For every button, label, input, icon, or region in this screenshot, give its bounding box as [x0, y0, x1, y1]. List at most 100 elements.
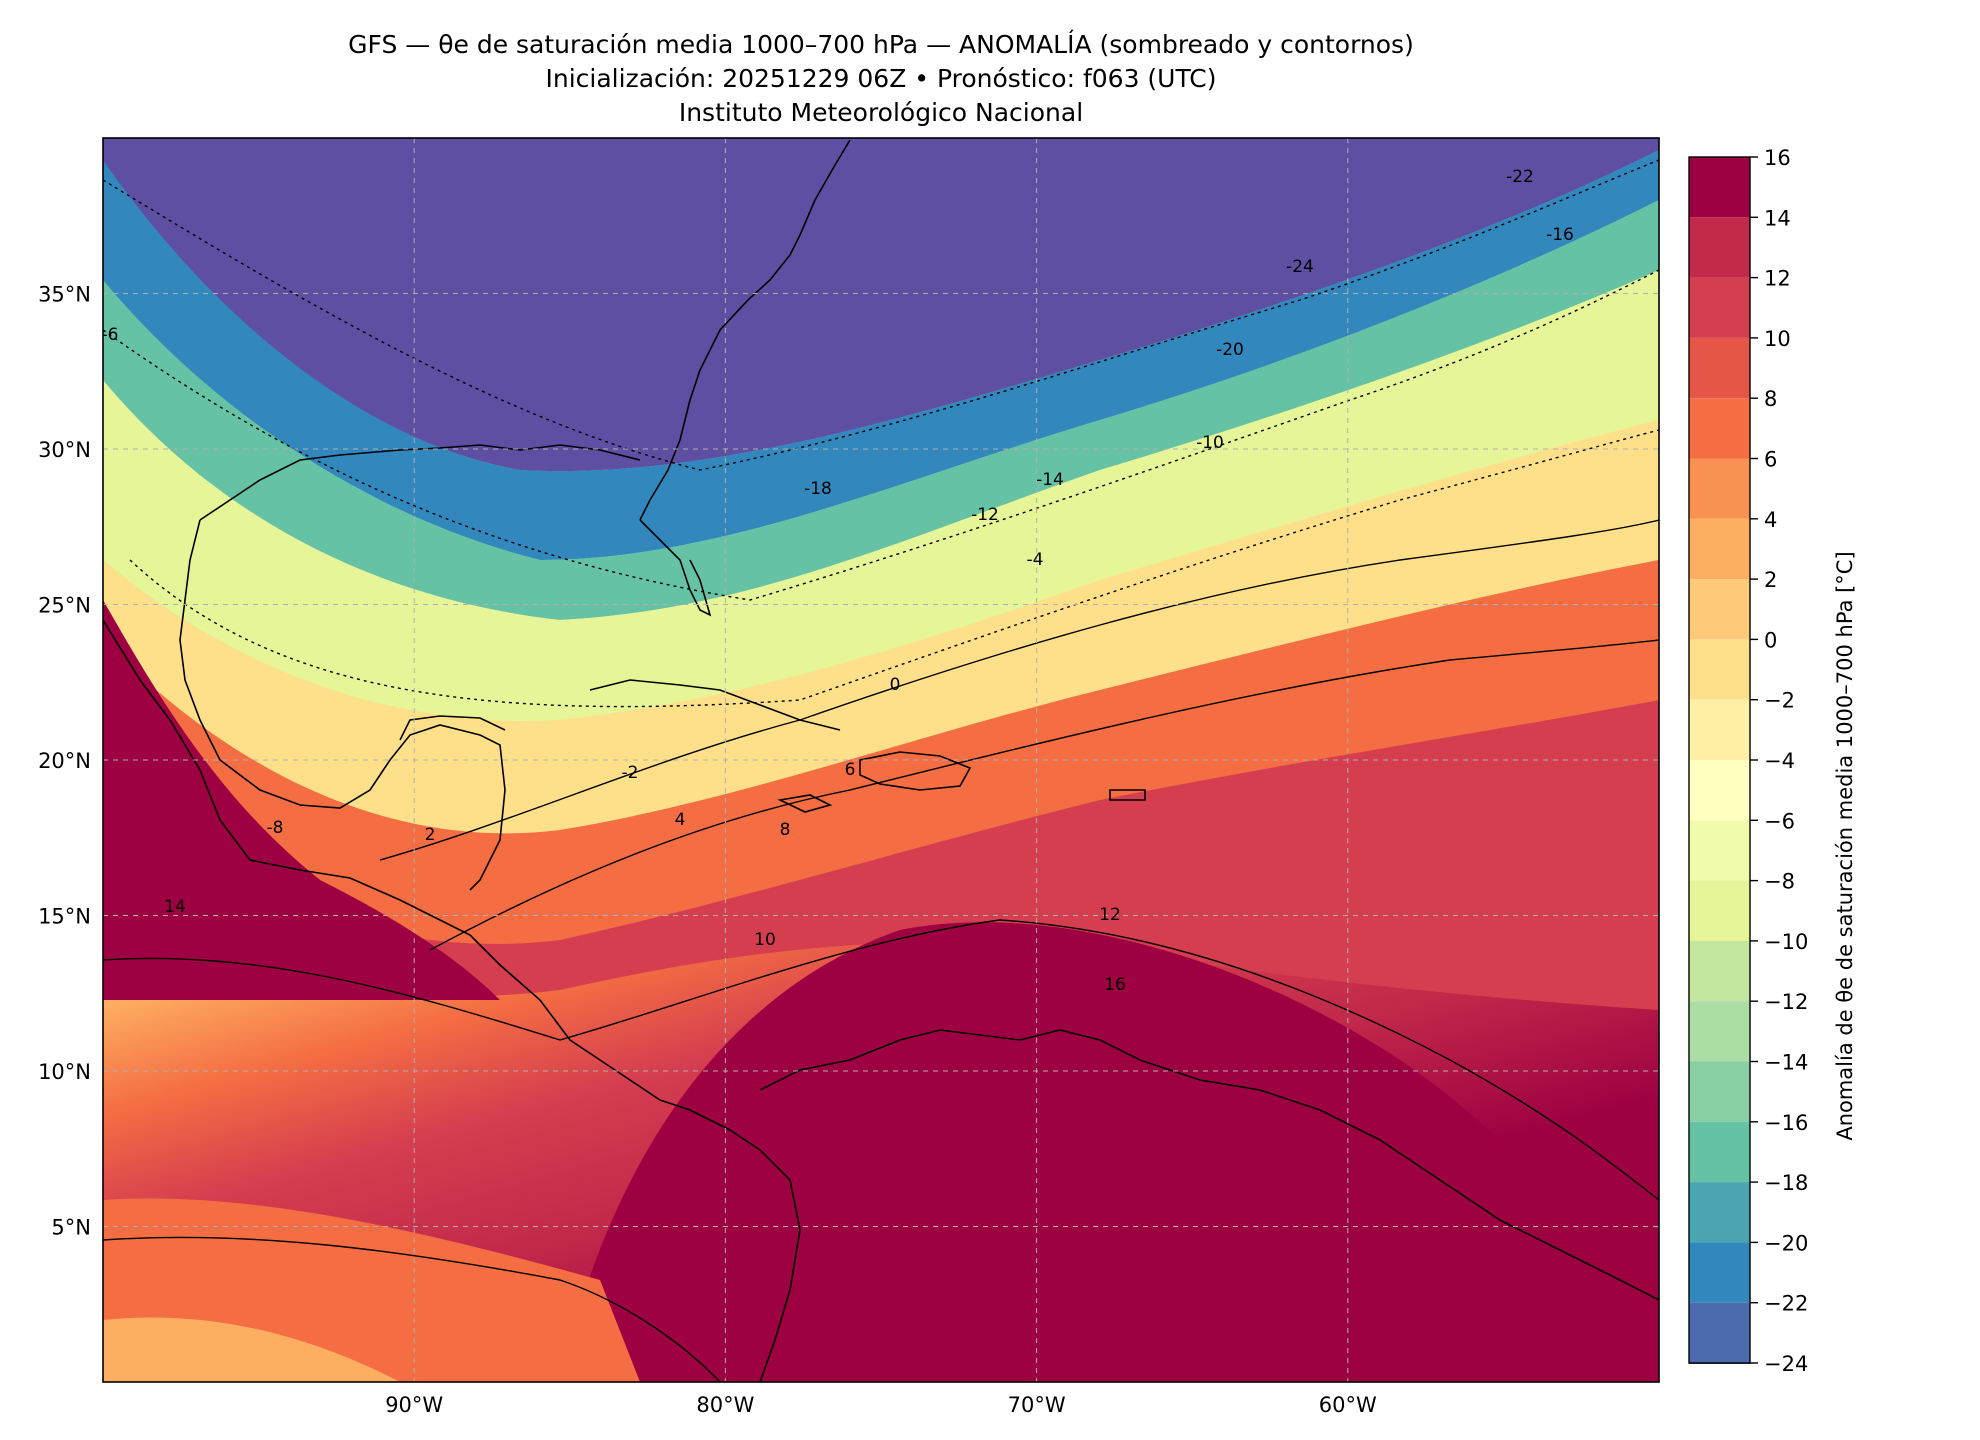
colorbar-tick-label: −22: [1764, 1292, 1808, 1316]
colorbar-segment: [1689, 1061, 1750, 1122]
colorbar-tick-label: 2: [1764, 568, 1777, 592]
contour-pos-6: [429, 639, 1659, 951]
colorbar-tick-label: −18: [1764, 1171, 1808, 1195]
anomaly-band: [103, 1317, 400, 1382]
contour-label: -16: [1546, 225, 1574, 245]
contour-neg-14: [103, 269, 1659, 601]
anomaly-band: [103, 138, 1659, 472]
yucatan-coastline: [399, 715, 506, 741]
colorbar-segment: [1689, 699, 1750, 760]
colorbar-segment: [1689, 277, 1750, 338]
colorbar-label: Anomalía de θe de saturación media 1000–…: [1833, 551, 1857, 1140]
colorbar-segment: [1689, 760, 1750, 821]
florida-coastline: [639, 519, 712, 617]
contour-neg-6: [129, 429, 1659, 708]
gridlines: [103, 138, 1659, 1382]
lat-tick-label: 15°N: [38, 905, 91, 929]
contour-zero: [379, 519, 1659, 861]
contour-label: 6: [845, 760, 856, 780]
contour-label: -6: [102, 325, 119, 345]
anomaly-band: [103, 200, 1659, 620]
colorbar-segment: [1689, 398, 1750, 459]
contour-label: -12: [971, 505, 999, 525]
contour-label: -24: [1286, 257, 1314, 277]
colorbar-tick-label: −14: [1764, 1051, 1808, 1075]
map-frame: [102, 137, 1660, 1383]
anomaly-band-pacific: [103, 600, 500, 1000]
colorbar-segment: [1689, 1242, 1750, 1303]
contour-label: 8: [780, 820, 791, 840]
anomaly-band: [560, 922, 1659, 1382]
contour-pos-12: [103, 919, 1659, 1201]
map-area: -24-22-20-18-16-14-12-10-8-6-4-202468101…: [102, 138, 1659, 1382]
lon-tick-label: 90°W: [385, 1393, 443, 1417]
hispaniola-coastline: [859, 751, 972, 791]
colorbar-segment: [1689, 157, 1750, 218]
colorbar-segment: [1689, 1001, 1750, 1062]
colorbar-segment: [1689, 458, 1750, 519]
colorbar-tick-label: 8: [1764, 387, 1777, 411]
anomaly-band: [103, 420, 1659, 834]
colorbar-segment: [1689, 579, 1750, 640]
pacific-coast-mexico: [103, 619, 471, 936]
lat-tick-label: 30°N: [38, 438, 91, 462]
colorbar-segment: [1689, 337, 1750, 399]
gulf-coast-mexico: [179, 519, 506, 891]
colorbar-tick-label: −10: [1764, 930, 1808, 954]
colorbar-tick-label: −4: [1764, 749, 1795, 773]
contour-label: 2: [425, 825, 436, 845]
contour-label: -4: [1027, 550, 1044, 570]
colorbar-segment: [1689, 518, 1750, 580]
lat-tick-label: 20°N: [38, 749, 91, 773]
colorbar-tick-label: −24: [1764, 1352, 1808, 1376]
colorbar-tick-label: 0: [1764, 628, 1777, 652]
anomaly-band: [103, 270, 1659, 721]
contour-label: -10: [1196, 433, 1224, 453]
us-east-coastline: [639, 139, 851, 521]
colorbar-segment: [1689, 1302, 1750, 1363]
contour-labels: -24-22-20-18-16-14-12-10-8-6-4-202468101…: [102, 167, 1574, 995]
colorbar-tick-label: 6: [1764, 448, 1777, 472]
south-america-coast: [759, 1029, 1659, 1301]
title-line-1: GFS — θe de saturación media 1000–700 hP…: [348, 30, 1414, 59]
colorbar-tick-label: −16: [1764, 1111, 1808, 1135]
central-america-coast: [469, 934, 801, 1382]
colorbar-tick-label: −12: [1764, 990, 1808, 1014]
colorbar-tick-label: 4: [1764, 508, 1777, 532]
jamaica-coastline: [777, 794, 833, 813]
anomaly-band: [103, 700, 1659, 1010]
title-line-3: Instituto Meteorológico Nacional: [678, 98, 1084, 127]
contour-label: -22: [1506, 167, 1534, 187]
axis-ticks: 90°W 80°W 70°W 60°W35°N30°N25°N20°N15°N10°N…: [38, 283, 1377, 1418]
contour-lines: [103, 159, 1659, 1382]
colorbar-tick-label: 10: [1764, 327, 1791, 351]
contour-label: 10: [754, 930, 776, 950]
gulf-coast-north: [199, 444, 641, 521]
contour-label: -18: [804, 479, 832, 499]
colorbar-segment: [1689, 940, 1750, 1002]
contour-label: 14: [164, 897, 186, 917]
contour-label: 4: [675, 810, 686, 830]
colorbar-segment: [1689, 217, 1750, 278]
puerto-rico-coastline: [1109, 789, 1146, 801]
lat-tick-label: 5°N: [51, 1216, 91, 1240]
colorbar-segment: [1689, 1121, 1750, 1183]
colorbar-segment: [1689, 639, 1750, 700]
contour-label: -2: [622, 763, 639, 783]
colorbar-tick-label: −2: [1764, 689, 1795, 713]
title-line-2: Inicialización: 20251229 06Z • Pronóstic…: [545, 64, 1217, 93]
colorbar-segment: [1689, 1182, 1750, 1243]
contour-label: 16: [1104, 975, 1126, 995]
colorbar-tick-label: −8: [1764, 870, 1795, 894]
anomaly-band: [103, 560, 1659, 944]
colorbar-segment: [1689, 880, 1750, 941]
colorbar-tick-label: −20: [1764, 1231, 1808, 1255]
lat-tick-label: 10°N: [38, 1060, 91, 1084]
colorbar-segment: [1689, 820, 1750, 881]
lon-tick-label: 70°W: [1008, 1393, 1066, 1417]
contour-label: -14: [1036, 470, 1064, 490]
colorbar-tick-label: −6: [1764, 809, 1795, 833]
chart-title: GFS — θe de saturación media 1000–700 hP…: [103, 28, 1659, 130]
contour-label: 0: [890, 675, 901, 695]
